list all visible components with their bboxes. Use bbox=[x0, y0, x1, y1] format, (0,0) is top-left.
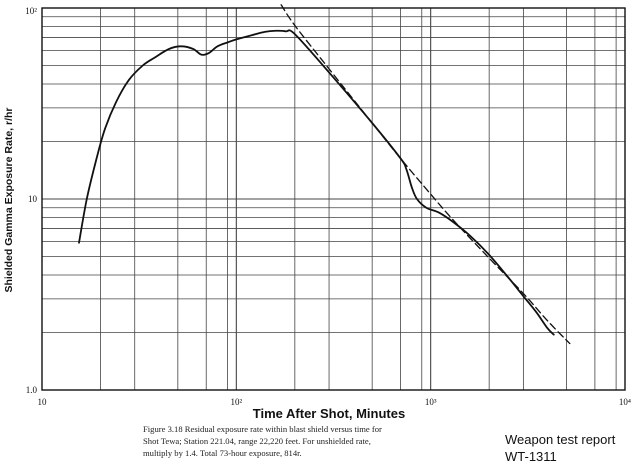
caption-line: multiply by 1.4. Total 73-hour exposure,… bbox=[143, 448, 302, 458]
y-tick-label: 10² bbox=[25, 6, 37, 16]
x-tick-label: 10 bbox=[38, 397, 48, 407]
x-tick-label: 10³ bbox=[425, 397, 437, 407]
x-tick-label: 10² bbox=[230, 397, 242, 407]
plot-frame bbox=[41, 7, 626, 391]
x-tick-label: 10⁴ bbox=[619, 397, 631, 407]
figure-caption: Figure 3.18 Residual exposure rate withi… bbox=[143, 423, 488, 459]
y-tick-labels: 1.0 10 10² bbox=[25, 6, 37, 395]
caption-line: Figure 3.18 Residual exposure rate withi… bbox=[143, 424, 382, 434]
y-axis-label: Shielded Gamma Exposure Rate, r/hr bbox=[3, 108, 15, 293]
x-axis-label: Time After Shot, Minutes bbox=[253, 406, 405, 421]
y-tick-label: 1.0 bbox=[26, 385, 38, 395]
source-note: Weapon test report WT-1311 bbox=[505, 431, 615, 465]
source-id: WT-1311 bbox=[505, 449, 557, 464]
exposure-rate-line bbox=[78, 29, 555, 336]
y-tick-label: 10 bbox=[28, 194, 38, 204]
x-tick-labels: 10 10² 10³ 10⁴ bbox=[38, 397, 632, 407]
dashed-extrapolation-line bbox=[280, 4, 571, 345]
plot-grid bbox=[42, 8, 625, 390]
series-layer bbox=[78, 4, 571, 345]
source-title: Weapon test report bbox=[505, 432, 616, 447]
caption-line: Shot Tewa; Station 221.04, range 22,220 … bbox=[143, 436, 371, 446]
